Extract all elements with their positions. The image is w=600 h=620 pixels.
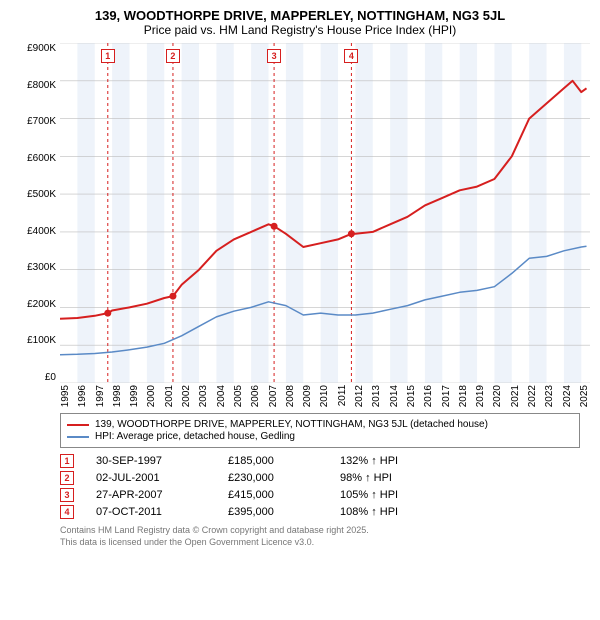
x-tick: 2013 <box>371 385 382 407</box>
y-tick: £400K <box>27 226 56 237</box>
x-tick: 2020 <box>492 385 503 407</box>
footnote: Contains HM Land Registry data © Crown c… <box>60 525 580 548</box>
y-tick: £700K <box>27 116 56 127</box>
event-marker-small: 1 <box>60 454 74 468</box>
event-date: 27-APR-2007 <box>96 489 206 501</box>
x-tick: 2014 <box>389 385 400 407</box>
y-tick: £800K <box>27 80 56 91</box>
footnote-line1: Contains HM Land Registry data © Crown c… <box>60 525 580 536</box>
y-tick: £0 <box>45 372 56 383</box>
event-hpi: 98% ↑ HPI <box>340 472 392 484</box>
event-hpi: 132% ↑ HPI <box>340 455 398 467</box>
legend: 139, WOODTHORPE DRIVE, MAPPERLEY, NOTTIN… <box>60 413 580 448</box>
x-tick: 1998 <box>112 385 123 407</box>
event-date: 07-OCT-2011 <box>96 506 206 518</box>
y-tick: £300K <box>27 262 56 273</box>
x-tick: 2011 <box>337 385 348 407</box>
legend-swatch <box>67 424 89 426</box>
x-tick: 2006 <box>250 385 261 407</box>
legend-row: HPI: Average price, detached house, Gedl… <box>67 431 573 442</box>
x-tick: 2025 <box>579 385 590 407</box>
x-tick: 2004 <box>216 385 227 407</box>
event-hpi: 108% ↑ HPI <box>340 506 398 518</box>
legend-label: 139, WOODTHORPE DRIVE, MAPPERLEY, NOTTIN… <box>95 419 488 430</box>
x-tick: 2017 <box>441 385 452 407</box>
footnote-line2: This data is licensed under the Open Gov… <box>60 537 580 548</box>
x-tick: 1997 <box>95 385 106 407</box>
x-tick: 2008 <box>285 385 296 407</box>
plot-svg <box>60 43 590 383</box>
event-marker: 3 <box>267 49 281 63</box>
event-hpi: 105% ↑ HPI <box>340 489 398 501</box>
x-axis: 1995 1996 1997 1998 1999 2000 2001 2002 2003 2004… <box>60 385 590 407</box>
y-tick: £100K <box>27 335 56 346</box>
x-tick: 1996 <box>77 385 88 407</box>
event-row: 4 07-OCT-2011 £395,000 108% ↑ HPI <box>60 505 580 519</box>
y-tick: £900K <box>27 43 56 54</box>
x-tick: 2003 <box>198 385 209 407</box>
event-price: £230,000 <box>228 472 318 484</box>
x-tick: 2002 <box>181 385 192 407</box>
x-tick: 2022 <box>527 385 538 407</box>
chart-subtitle: Price paid vs. HM Land Registry's House … <box>10 23 590 37</box>
x-tick: 2015 <box>406 385 417 407</box>
x-tick: 2009 <box>302 385 313 407</box>
x-tick: 2016 <box>423 385 434 407</box>
x-tick: 2007 <box>268 385 279 407</box>
legend-row: 139, WOODTHORPE DRIVE, MAPPERLEY, NOTTIN… <box>67 419 573 430</box>
x-tick: 1995 <box>60 385 71 407</box>
event-date: 30-SEP-1997 <box>96 455 206 467</box>
event-row: 3 27-APR-2007 £415,000 105% ↑ HPI <box>60 488 580 502</box>
event-marker-small: 4 <box>60 505 74 519</box>
x-tick: 2005 <box>233 385 244 407</box>
event-marker-small: 2 <box>60 471 74 485</box>
plot: 1 2 3 4 <box>60 43 590 383</box>
x-tick: 2021 <box>510 385 521 407</box>
event-date: 02-JUL-2001 <box>96 472 206 484</box>
x-tick: 2019 <box>475 385 486 407</box>
x-tick: 2010 <box>319 385 330 407</box>
y-axis: £900K £800K £700K £600K £500K £400K £300K £200K… <box>10 43 60 383</box>
y-tick: £500K <box>27 189 56 200</box>
legend-label: HPI: Average price, detached house, Gedl… <box>95 431 295 442</box>
y-tick: £600K <box>27 153 56 164</box>
x-tick: 2012 <box>354 385 365 407</box>
chart-title: 139, WOODTHORPE DRIVE, MAPPERLEY, NOTTIN… <box>10 8 590 23</box>
event-marker: 1 <box>101 49 115 63</box>
x-tick: 2000 <box>146 385 157 407</box>
x-tick: 2018 <box>458 385 469 407</box>
event-price: £415,000 <box>228 489 318 501</box>
events-table: 1 30-SEP-1997 £185,000 132% ↑ HPI 2 02-JUL-20… <box>60 454 580 519</box>
event-price: £395,000 <box>228 506 318 518</box>
x-tick: 2001 <box>164 385 175 407</box>
event-marker-small: 3 <box>60 488 74 502</box>
y-tick: £200K <box>27 299 56 310</box>
event-price: £185,000 <box>228 455 318 467</box>
x-tick: 2024 <box>562 385 573 407</box>
x-tick: 2023 <box>544 385 555 407</box>
event-marker: 4 <box>344 49 358 63</box>
legend-swatch <box>67 436 89 438</box>
chart-area: £900K £800K £700K £600K £500K £400K £300K £200K… <box>10 43 590 383</box>
event-marker: 2 <box>166 49 180 63</box>
x-tick: 1999 <box>129 385 140 407</box>
event-row: 2 02-JUL-2001 £230,000 98% ↑ HPI <box>60 471 580 485</box>
event-row: 1 30-SEP-1997 £185,000 132% ↑ HPI <box>60 454 580 468</box>
